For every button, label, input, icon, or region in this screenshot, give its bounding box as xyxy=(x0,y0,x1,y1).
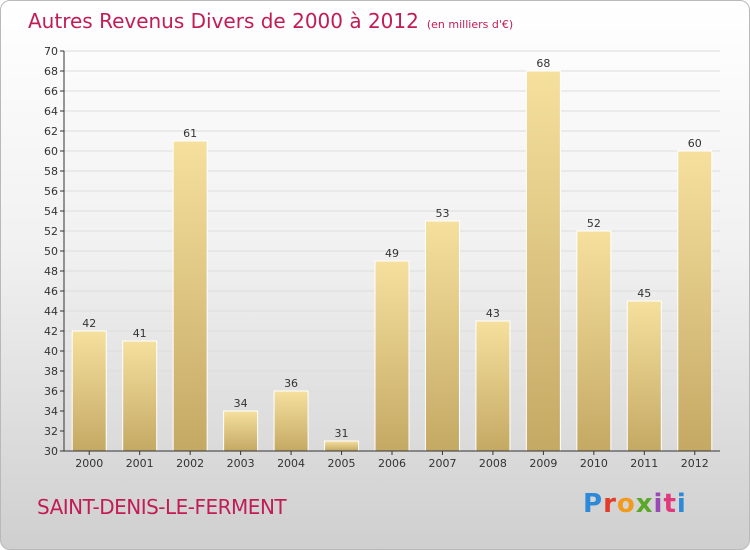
data-label: 68 xyxy=(536,57,550,70)
logo-letter: r xyxy=(603,489,617,519)
x-tick-label: 2012 xyxy=(681,457,709,470)
x-tick-label: 2001 xyxy=(126,457,154,470)
y-tick-label: 62 xyxy=(44,125,58,138)
bar-2001 xyxy=(122,340,158,452)
bar-2002 xyxy=(172,140,208,452)
bar-2011 xyxy=(626,300,662,452)
data-label: 36 xyxy=(284,377,298,390)
data-label: 53 xyxy=(435,207,449,220)
logo-letter: x xyxy=(635,489,654,519)
x-tick-label: 2004 xyxy=(277,457,305,470)
logo-letter: o xyxy=(616,489,636,519)
y-tick-label: 56 xyxy=(44,185,58,198)
bar-2000 xyxy=(71,330,107,452)
title-unit: (en milliers d'€) xyxy=(426,18,514,31)
y-tick-label: 64 xyxy=(44,105,58,118)
y-tick-label: 60 xyxy=(44,145,58,158)
x-tick-label: 2000 xyxy=(75,457,103,470)
y-tick-label: 58 xyxy=(44,165,58,178)
data-label: 61 xyxy=(183,127,197,140)
proxiti-logo: Proxiti xyxy=(583,489,687,519)
y-tick-label: 40 xyxy=(44,345,58,358)
x-tick-label: 2006 xyxy=(378,457,406,470)
x-tick-label: 2008 xyxy=(479,457,507,470)
y-tick-label: 52 xyxy=(44,225,58,238)
bar-2012 xyxy=(677,150,713,452)
bar-2010 xyxy=(576,230,612,452)
logo-letter: i xyxy=(676,489,687,519)
y-tick-label: 38 xyxy=(44,365,58,378)
y-tick-label: 30 xyxy=(44,445,58,458)
y-tick-label: 34 xyxy=(44,405,58,418)
data-label: 49 xyxy=(385,247,399,260)
data-label: 41 xyxy=(133,327,147,340)
data-label: 34 xyxy=(234,397,248,410)
x-tick-label: 2009 xyxy=(529,457,557,470)
y-tick-label: 32 xyxy=(44,425,58,438)
y-tick-label: 66 xyxy=(44,85,58,98)
logo-letter: i xyxy=(653,489,664,519)
data-label: 60 xyxy=(688,137,702,150)
data-label: 42 xyxy=(82,317,96,330)
town-name: SAINT-DENIS-LE-FERMENT xyxy=(37,495,287,519)
logo-letter: P xyxy=(583,489,604,519)
x-tick-label: 2002 xyxy=(176,457,204,470)
y-tick-label: 48 xyxy=(44,265,58,278)
y-tick-label: 36 xyxy=(44,385,58,398)
bar-2009 xyxy=(525,70,561,452)
y-tick-label: 54 xyxy=(44,205,58,218)
data-label: 43 xyxy=(486,307,500,320)
bar-2007 xyxy=(424,220,460,452)
y-tick-label: 70 xyxy=(44,45,58,58)
bar-2004 xyxy=(273,390,309,452)
bar-2003 xyxy=(223,410,259,452)
y-tick-label: 46 xyxy=(44,285,58,298)
x-tick-label: 2005 xyxy=(328,457,356,470)
x-tick-label: 2003 xyxy=(227,457,255,470)
bar-2008 xyxy=(475,320,511,452)
x-tick-label: 2011 xyxy=(630,457,658,470)
x-tick-label: 2007 xyxy=(428,457,456,470)
bar-2005 xyxy=(324,440,360,452)
data-label: 52 xyxy=(587,217,601,230)
y-tick-label: 42 xyxy=(44,325,58,338)
chart-title: Autres Revenus Divers de 2000 à 2012 (en … xyxy=(28,9,513,33)
x-tick-label: 2010 xyxy=(580,457,608,470)
data-label: 45 xyxy=(637,287,651,300)
bar-2006 xyxy=(374,260,410,452)
y-tick-label: 68 xyxy=(44,65,58,78)
title-main: Autres Revenus Divers de 2000 à 2012 xyxy=(28,9,419,33)
logo-letter: t xyxy=(663,489,677,519)
data-label: 31 xyxy=(335,427,349,440)
y-tick-label: 50 xyxy=(44,245,58,258)
y-tick-label: 44 xyxy=(44,305,58,318)
